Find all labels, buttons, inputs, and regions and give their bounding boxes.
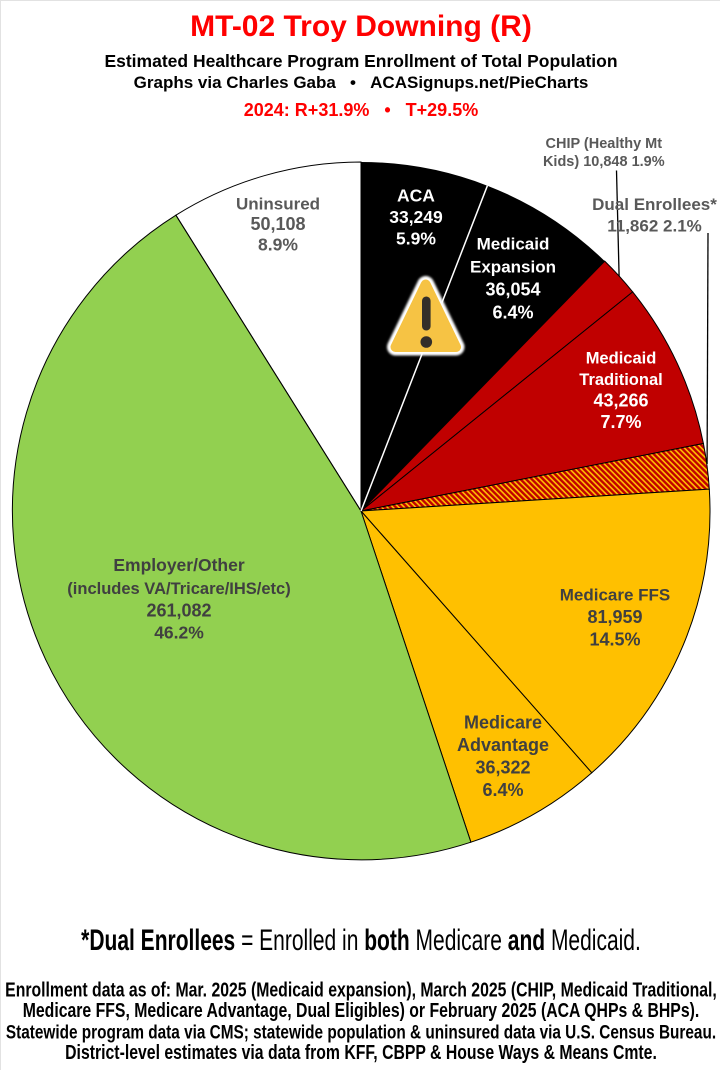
svg-text:Medicaid: Medicaid	[477, 235, 550, 254]
svg-text:6.4%: 6.4%	[482, 780, 523, 800]
svg-text:43,266: 43,266	[593, 391, 648, 411]
svg-text:(includes VA/Tricare/IHS/etc): (includes VA/Tricare/IHS/etc)	[67, 580, 290, 598]
svg-text:8.9%: 8.9%	[258, 235, 298, 255]
svg-text:Kids) 10,848 1.9%: Kids) 10,848 1.9%	[543, 154, 665, 170]
svg-text:6.4%: 6.4%	[492, 303, 533, 323]
svg-text:7.7%: 7.7%	[600, 412, 641, 432]
svg-text:Traditional: Traditional	[579, 371, 662, 389]
svg-text:33,249: 33,249	[389, 207, 443, 227]
svg-text:Medicare: Medicare	[464, 713, 542, 733]
svg-text:36,054: 36,054	[485, 280, 540, 300]
svg-text:81,959: 81,959	[587, 607, 642, 627]
svg-text:261,082: 261,082	[146, 601, 211, 621]
svg-text:5.9%: 5.9%	[396, 229, 436, 249]
svg-text:Dual Enrollees*: Dual Enrollees*	[592, 195, 717, 214]
svg-text:Employer/Other: Employer/Other	[113, 555, 244, 575]
svg-text:ACA: ACA	[397, 186, 435, 206]
svg-text:Expansion: Expansion	[470, 258, 556, 277]
svg-text:36,322: 36,322	[475, 758, 530, 778]
svg-text:Medicaid: Medicaid	[586, 350, 657, 368]
svg-text:50,108: 50,108	[250, 214, 305, 234]
svg-text:Uninsured: Uninsured	[236, 195, 320, 214]
svg-text:11,862 2.1%: 11,862 2.1%	[607, 217, 702, 236]
svg-text:Medicare FFS: Medicare FFS	[560, 586, 671, 605]
svg-text:Advantage: Advantage	[457, 735, 549, 755]
svg-text:14.5%: 14.5%	[589, 630, 640, 650]
svg-text:46.2%: 46.2%	[154, 623, 204, 643]
svg-text:CHIP (Healthy Mt: CHIP (Healthy Mt	[546, 136, 663, 152]
